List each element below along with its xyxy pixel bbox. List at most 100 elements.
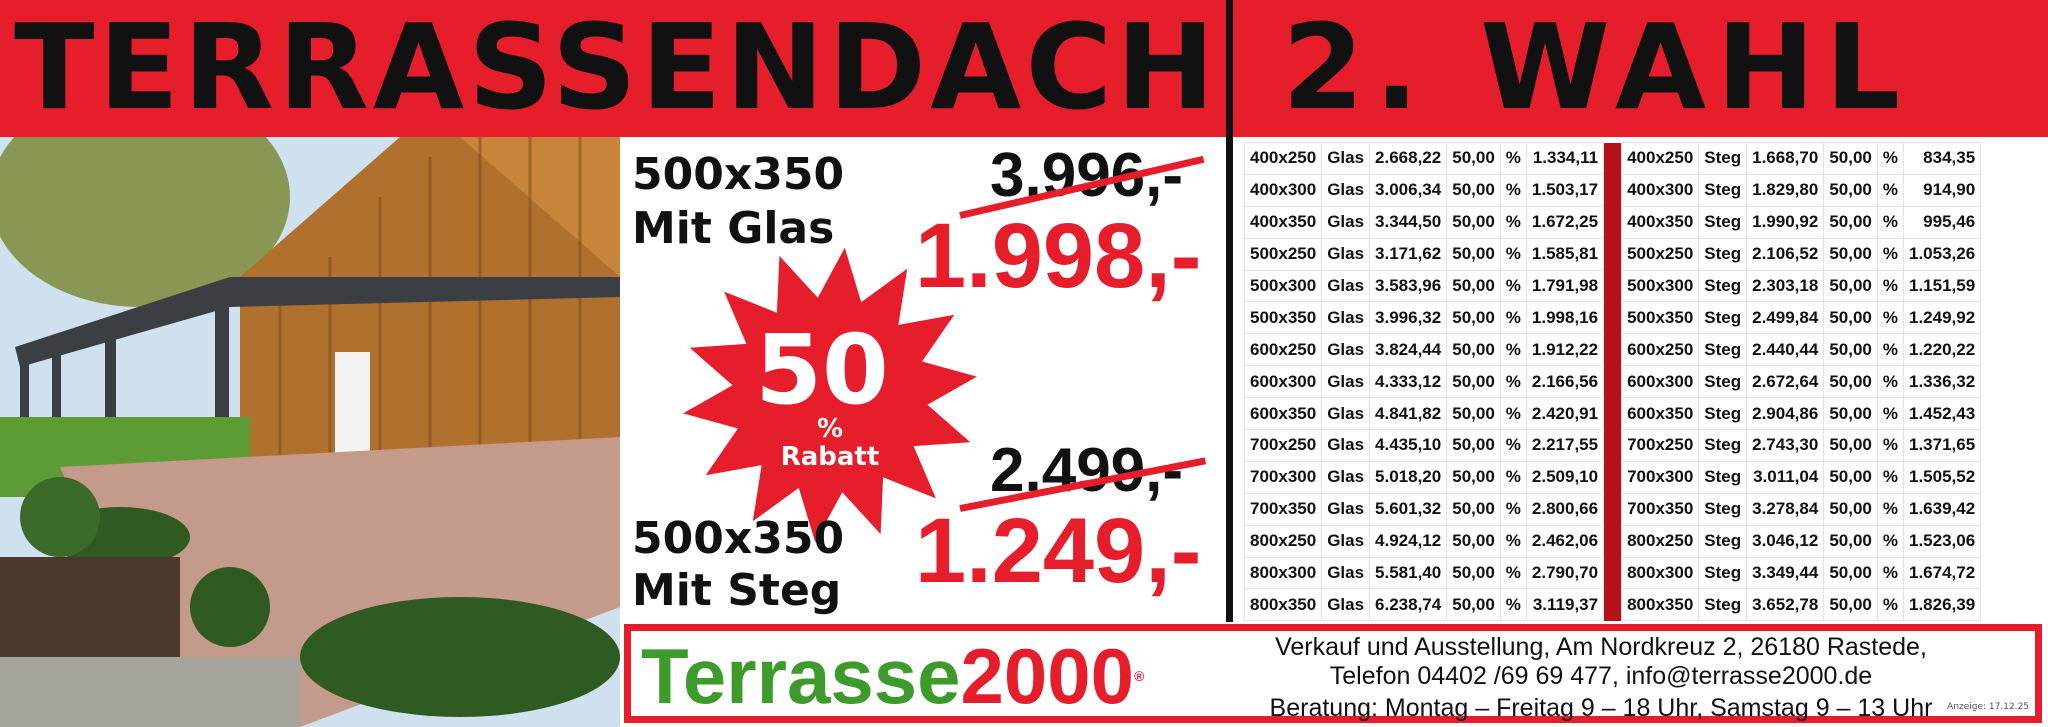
table-cell: 1.585,81 [1525, 237, 1605, 271]
table-cell: 4.841,82 [1369, 397, 1448, 431]
table-cell: Glas [1321, 429, 1371, 462]
headline-terrassendach: TERRASSENDACH [14, 0, 1219, 136]
table-cell: Glas [1321, 556, 1371, 590]
table-cell: 800x300 [1621, 556, 1700, 590]
table-cell: 1.371,65 [1902, 429, 1982, 462]
table-cell: Steg [1698, 237, 1748, 271]
offer-steg-type: Mit Steg [632, 565, 842, 616]
column-separator-bar [1603, 333, 1622, 366]
table-cell: Glas [1321, 524, 1371, 558]
offer-glas-old-price: 3.996,- [990, 141, 1184, 210]
table-cell: 50,00 [1823, 301, 1878, 335]
table-cell: 2.420,91 [1525, 397, 1605, 431]
starburst-shape [683, 247, 977, 543]
table-cell: 2.440,44 [1746, 333, 1825, 367]
table-cell: 50,00 [1446, 333, 1501, 367]
table-cell: 400x250 [1621, 142, 1700, 175]
table-row: 500x350 Glas 3.996,32 50,00% 1.998,16 500x350… [1243, 301, 1982, 335]
table-cell: 500x300 [1621, 269, 1700, 303]
table-cell: 1.505,52 [1902, 460, 1982, 494]
table-cell: 4.924,12 [1369, 524, 1448, 558]
table-cell: 2.462,06 [1525, 524, 1605, 558]
table-cell: Glas [1321, 142, 1371, 175]
table-cell: 50,00 [1446, 460, 1501, 494]
table-cell: 4.435,10 [1369, 429, 1448, 462]
header-band [0, 0, 2048, 137]
price-table: 400x250 Glas 2.668,22 50,00% 1.334,11 400x250… [1243, 142, 1982, 622]
table-row: 800x350 Glas 6.238,74 50,00% 3.119,37 800x350… [1243, 588, 1982, 622]
table-cell: 50,00 [1823, 524, 1878, 558]
table-cell: 1.503,17 [1525, 173, 1605, 207]
column-separator-bar [1603, 493, 1622, 526]
table-row: 400x300 Glas 3.006,34 50,00% 1.503,17 400x300… [1243, 173, 1982, 207]
table-cell: 2.217,55 [1525, 429, 1605, 462]
table-cell: 1.452,43 [1902, 397, 1982, 431]
table-cell: % [1876, 556, 1904, 590]
table-cell: 1.674,72 [1902, 556, 1982, 590]
table-cell: 995,46 [1902, 205, 1982, 239]
column-separator-bar [1603, 557, 1622, 589]
table-cell: Steg [1698, 205, 1748, 239]
table-cell: % [1876, 333, 1904, 367]
table-cell: 50,00 [1446, 205, 1501, 239]
column-separator-bar [1603, 429, 1622, 462]
table-cell: 500x250 [1243, 237, 1323, 271]
table-cell: 1.220,22 [1902, 333, 1982, 367]
table-cell: 2.499,84 [1746, 301, 1825, 335]
table-cell: 1.998,16 [1525, 301, 1605, 335]
table-cell: % [1876, 365, 1904, 399]
table-cell: 800x350 [1243, 588, 1323, 622]
ad-date-note: Anzeige: 17.12.25 [1947, 702, 2029, 712]
table-cell: Steg [1698, 173, 1748, 207]
table-cell: % [1499, 142, 1527, 175]
table-cell: 3.652,78 [1746, 588, 1825, 622]
table-cell: % [1876, 588, 1904, 622]
table-cell: 50,00 [1446, 269, 1501, 303]
table-row: 700x350 Glas 5.601,32 50,00% 2.800,66 700x350… [1243, 492, 1982, 526]
table-cell: 50,00 [1446, 556, 1501, 590]
address-line: Verkauf und Ausstellung, Am Nordkreuz 2,… [1275, 633, 1927, 661]
table-cell: 600x250 [1243, 333, 1323, 367]
table-cell: 50,00 [1446, 588, 1501, 622]
table-cell: 800x300 [1243, 556, 1323, 590]
table-cell: 1.336,32 [1902, 365, 1982, 399]
table-cell: 400x350 [1243, 205, 1323, 239]
offer-glas-new-price: 1.998,- [915, 205, 1202, 307]
table-cell: 700x350 [1243, 492, 1323, 526]
table-cell: % [1499, 588, 1527, 622]
column-separator-bar [1603, 174, 1622, 207]
table-cell: 2.166,56 [1525, 365, 1605, 399]
table-cell: 700x300 [1243, 460, 1323, 494]
table-cell: % [1876, 492, 1904, 526]
table-cell: 1.791,98 [1525, 269, 1605, 303]
table-cell: Steg [1698, 460, 1748, 494]
table-cell: 1.829,80 [1746, 173, 1825, 207]
table-cell: 2.672,64 [1746, 365, 1825, 399]
table-cell: 50,00 [1446, 429, 1501, 462]
table-cell: 50,00 [1446, 397, 1501, 431]
column-separator-bar [1603, 142, 1622, 175]
column-separator-bar [1603, 365, 1622, 398]
offer-glas-type: Mit Glas [632, 203, 835, 254]
table-cell: % [1499, 429, 1527, 462]
table-cell: 1.249,92 [1902, 301, 1982, 335]
table-cell: Glas [1321, 205, 1371, 239]
table-cell: Steg [1698, 588, 1748, 622]
table-cell: Steg [1698, 556, 1748, 590]
table-cell: Steg [1698, 429, 1748, 462]
table-cell: 5.601,32 [1369, 492, 1448, 526]
table-cell: 400x300 [1621, 173, 1700, 207]
badge-value: 50 [755, 314, 889, 426]
table-cell: % [1499, 237, 1527, 271]
table-cell: 1.151,59 [1902, 269, 1982, 303]
table-row: 700x250 Glas 4.435,10 50,00% 2.217,55 700x250… [1243, 429, 1982, 462]
table-cell: 3.824,44 [1369, 333, 1448, 367]
table-cell: 2.790,70 [1525, 556, 1605, 590]
table-cell: 2.509,10 [1525, 460, 1605, 494]
table-cell: Glas [1321, 269, 1371, 303]
table-cell: Glas [1321, 333, 1371, 367]
table-cell: 400x300 [1243, 173, 1323, 207]
offer-steg-size: 500x350 [632, 513, 845, 564]
table-cell: 50,00 [1823, 237, 1878, 271]
table-cell: % [1876, 429, 1904, 462]
